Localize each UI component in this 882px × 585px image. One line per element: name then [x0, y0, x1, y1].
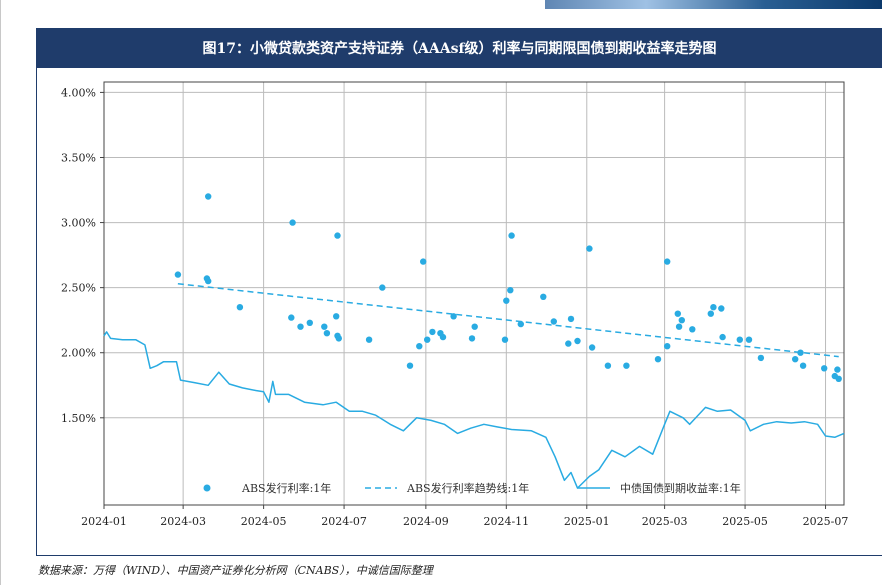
scatter-point [306, 319, 313, 326]
scatter-point [471, 323, 478, 330]
scatter-point [604, 362, 612, 369]
scatter-point [834, 366, 841, 373]
scatter-point [835, 375, 842, 382]
scatter-point [503, 297, 510, 304]
scatter-point [565, 340, 572, 347]
scatter-point [205, 193, 212, 200]
legend-item: 中债国债到期收益率:1年 [578, 481, 741, 495]
y-tick-label: 1.50% [61, 412, 96, 425]
scatter-point [335, 335, 342, 342]
scatter-point [424, 336, 431, 343]
x-tick-label: 2024-05 [241, 515, 287, 528]
x-tick-label: 2024-03 [160, 515, 206, 528]
scatter-point [205, 277, 212, 285]
figure-panel: 图17：小微贷款类资产支持证券（AAAsf级）利率与同期限国债到期收益率走势图 [36, 28, 882, 556]
scatter-point [508, 232, 515, 239]
x-tick-label: 2025-01 [564, 515, 610, 528]
scatter-point [623, 362, 630, 369]
scatter-point [792, 356, 799, 363]
page-left-rule [0, 0, 1, 585]
scatter-point [439, 333, 447, 341]
scatter-point [540, 293, 547, 300]
x-axis-ticks: 2024-01 2024-03 2024-05 2024-07 2024-09 2024-… [81, 505, 848, 528]
scatter-point [288, 314, 295, 321]
scatter-point [719, 333, 726, 341]
yield-line [103, 331, 845, 489]
scatter-point [174, 271, 182, 278]
scatter-point [416, 343, 423, 350]
scatter-point [429, 328, 436, 336]
scatter-point [710, 304, 717, 311]
scatter-point [586, 245, 593, 252]
scatter-point [689, 326, 696, 333]
scatter-point [707, 310, 714, 317]
x-tick-label: 2025-05 [722, 515, 768, 528]
legend-label: ABS发行利率趋势线:1年 [406, 481, 529, 495]
scatter-point [664, 258, 671, 265]
scatter-point [718, 305, 725, 312]
y-tick-label: 3.00% [61, 217, 96, 230]
scatter-point [507, 287, 514, 294]
y-tick-label: 2.00% [61, 347, 96, 360]
scatter-point [501, 336, 509, 343]
scatter-point [674, 310, 681, 317]
figure-title: 图17：小微贷款类资产支持证券（AAAsf级）利率与同期限国债到期收益率走势图 [37, 28, 882, 68]
x-tick-label: 2025-03 [642, 515, 688, 528]
scatter-point [567, 315, 575, 323]
scatter-point [321, 323, 328, 330]
scatter-point [654, 356, 662, 363]
scatter-point [550, 318, 557, 325]
scatter-point [365, 336, 373, 343]
legend-swatch-dot [203, 484, 211, 492]
x-gridlines [182, 82, 827, 505]
scatter-point [799, 362, 807, 369]
scatter-point [334, 232, 341, 239]
scatter-point [333, 313, 340, 320]
scatter-point [588, 344, 596, 351]
source-note: 数据来源：万得（WIND）、中国资产证券化分析网（CNABS），中诚信国际整理 [38, 564, 433, 577]
x-tick-label: 2024-11 [483, 515, 529, 528]
scatter-point [745, 336, 753, 343]
scatter-point [664, 343, 671, 350]
scatter-point [675, 323, 683, 330]
legend-label: ABS发行利率:1年 [241, 481, 331, 495]
scatter-point [323, 330, 331, 337]
header-decoration [545, 0, 882, 9]
plot-frame [103, 81, 845, 506]
legend-item: ABS发行利率趋势线:1年 [365, 481, 529, 495]
y-tick-label: 4.00% [61, 86, 96, 99]
scatter-point [450, 313, 457, 320]
x-tick-label: 2024-09 [403, 515, 449, 528]
scatter-point [297, 323, 304, 330]
x-tick-label: 2024-01 [81, 515, 127, 528]
series-layer [103, 193, 845, 489]
y-tick-label: 2.50% [61, 282, 96, 295]
scatter-point [678, 317, 685, 324]
scatter-point [468, 335, 476, 342]
y-tick-label: 3.50% [61, 151, 96, 164]
scatter-point [420, 258, 427, 265]
scatter-point [406, 362, 414, 369]
scatter-point [236, 304, 244, 311]
legend-item: ABS发行利率:1年 [203, 481, 331, 495]
x-tick-label: 2025-07 [803, 515, 849, 528]
legend-label: 中债国债到期收益率:1年 [620, 481, 741, 495]
y-axis-ticks: 1.50% 2.00% 2.50% 3.00% 3.50% 4.00% [61, 86, 104, 425]
y-gridlines [104, 91, 844, 419]
scatter-point [289, 219, 296, 226]
scatter-point [797, 349, 804, 356]
x-tick-label: 2024-07 [321, 515, 367, 528]
scatter-point [574, 337, 581, 345]
trend-line [177, 282, 839, 358]
scatter-point [757, 354, 765, 362]
chart-legend: ABS发行利率:1年 ABS发行利率趋势线:1年 中债国债到期收益率:1年 [203, 481, 741, 495]
scatter-point [517, 320, 524, 328]
scatter-point [379, 284, 386, 291]
scatter-point [736, 336, 743, 343]
scatter-point [821, 365, 828, 372]
